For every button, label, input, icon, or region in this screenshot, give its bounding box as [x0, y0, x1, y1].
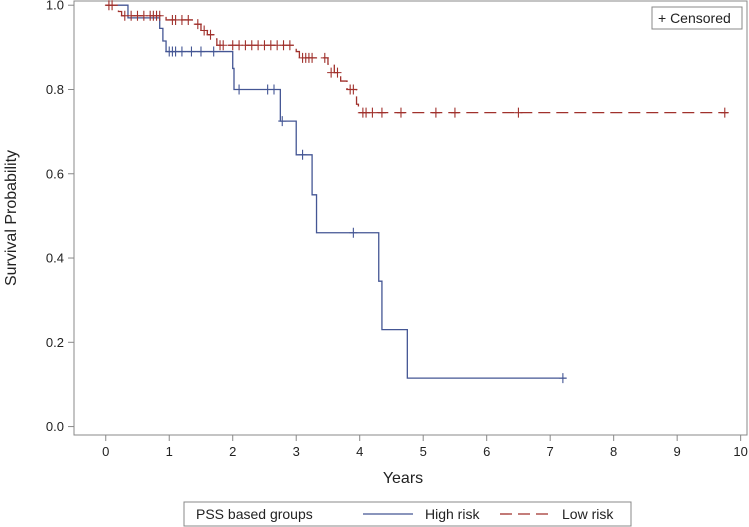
x-tick-label: 1	[166, 444, 173, 459]
censor-mark-low-risk	[200, 25, 209, 36]
x-axis-title: Years	[383, 470, 423, 487]
censor-mark-low-risk	[514, 107, 523, 118]
x-tick-label: 10	[733, 444, 747, 459]
censor-mark-low-risk	[396, 107, 405, 118]
censor-mark-low-risk	[184, 14, 193, 25]
y-tick-label: 0.2	[46, 335, 64, 350]
km-curve-low-risk	[105, 4, 728, 114]
censored-legend-label: + Censored	[658, 10, 731, 26]
y-tick-label: 0.0	[46, 419, 64, 434]
x-tick-label: 8	[610, 444, 617, 459]
censor-mark-low-risk	[368, 107, 377, 118]
x-tick-label: 9	[674, 444, 681, 459]
censor-mark-low-risk	[377, 107, 386, 118]
y-axis-title: Survival Probability	[3, 150, 20, 286]
plot-frame	[73, 0, 748, 436]
censor-mark-high-risk	[235, 84, 244, 95]
x-tick-label: 3	[293, 444, 300, 459]
censor-mark-low-risk	[349, 84, 358, 95]
x-tick-label: 5	[420, 444, 427, 459]
censor-mark-low-risk	[206, 29, 215, 40]
censor-mark-low-risk	[155, 10, 164, 21]
censor-mark-high-risk	[298, 149, 307, 160]
censor-mark-low-risk	[333, 67, 342, 78]
x-tick-label: 6	[483, 444, 490, 459]
censor-mark-low-risk	[720, 107, 729, 118]
censor-mark-low-risk	[320, 52, 329, 63]
x-tick-label: 0	[102, 444, 109, 459]
y-tick-label: 1.0	[46, 0, 64, 13]
legend-title: PSS based groups	[196, 506, 313, 522]
legend-label-low-risk: Low risk	[562, 506, 614, 522]
legend-label-high-risk: High risk	[425, 506, 480, 522]
y-tick-label: 0.6	[46, 166, 64, 181]
censor-mark-low-risk	[219, 40, 228, 51]
censor-mark-high-risk	[177, 46, 186, 57]
censor-mark-high-risk	[270, 84, 278, 95]
x-tick-label: 7	[547, 444, 554, 459]
legend-box	[183, 501, 632, 527]
censored-legend-box	[651, 6, 743, 30]
y-tick-label: 0.8	[46, 82, 64, 97]
censor-mark-low-risk	[108, 0, 117, 11]
y-tick-label: 0.4	[46, 251, 64, 266]
censor-mark-high-risk	[558, 373, 567, 384]
axis-ticks: 0 1 2 3 4 5 6 7 8 9 10 0.0 0.2 0.4 0.6 0.8 1.0	[46, 0, 748, 459]
censor-mark-low-risk	[450, 107, 459, 118]
x-tick-label: 4	[356, 444, 363, 459]
censor-mark-high-risk	[209, 46, 218, 57]
censor-mark-high-risk	[349, 227, 358, 238]
series-layer	[104, 0, 729, 384]
km-curve-high-risk	[105, 4, 567, 379]
censor-mark-low-risk	[193, 19, 202, 30]
censor-mark-low-risk	[308, 52, 317, 63]
censor-mark-high-risk	[196, 46, 205, 57]
censor-mark-high-risk	[278, 116, 287, 127]
censor-mark-low-risk	[285, 40, 294, 51]
x-tick-label: 2	[229, 444, 236, 459]
censor-mark-high-risk	[187, 46, 196, 57]
censor-mark-low-risk	[431, 107, 440, 118]
